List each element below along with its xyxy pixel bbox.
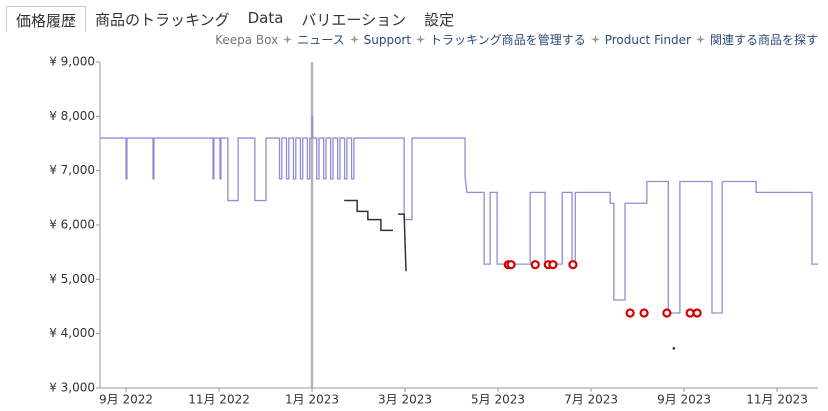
tab-bar: 価格履歴 商品のトラッキング Data バリエーション 設定 (6, 6, 463, 32)
separator (349, 35, 359, 44)
y-tick-label: ¥ 6,000 (49, 218, 95, 232)
price-point (530, 260, 540, 270)
separator (283, 35, 293, 44)
x-tick-label: 9月 2023 (657, 393, 711, 407)
x-tick-label: 5月 2023 (471, 393, 525, 407)
y-tick-label: ¥ 4,000 (49, 326, 95, 340)
price-line (344, 199, 407, 272)
tab[interactable]: Data (247, 9, 284, 27)
link[interactable]: Product Finder (604, 32, 691, 47)
price-point (506, 260, 516, 270)
price-point (639, 308, 649, 318)
tab[interactable]: バリエーション (301, 11, 407, 29)
link-bar: Keepa Box ニュース Support トラッキング商品を管理する Product… (215, 31, 818, 48)
separator (590, 35, 600, 44)
x-tick-label: 11月 2023 (746, 393, 808, 407)
price-point (548, 260, 558, 270)
link[interactable]: 関連する商品を探す (709, 33, 818, 47)
tab[interactable]: 価格履歴 (6, 6, 87, 32)
tab[interactable]: 商品のトラッキング (95, 11, 230, 29)
link[interactable]: ニュース (297, 33, 345, 47)
x-tick-label: 7月 2023 (564, 393, 618, 407)
price-point (662, 308, 672, 318)
separator (695, 35, 705, 44)
price-line (100, 115, 818, 314)
link[interactable]: Keepa Box (215, 32, 279, 47)
link[interactable]: トラッキング商品を管理する (430, 33, 586, 47)
y-tick-label: ¥ 9,000 (49, 55, 95, 69)
x-tick-label: 9月 2022 (99, 393, 153, 407)
link[interactable]: Support (363, 32, 412, 47)
price-point (692, 308, 702, 318)
y-tick-label: ¥ 8,000 (49, 109, 95, 123)
y-tick-label: ¥ 3,000 (49, 381, 95, 395)
y-tick-label: ¥ 5,000 (49, 272, 95, 286)
x-tick-label: 1月 2023 (285, 393, 339, 407)
tab[interactable]: 設定 (424, 11, 455, 29)
price-point (672, 347, 676, 350)
price-point (568, 260, 578, 270)
y-tick-label: ¥ 7,000 (49, 163, 95, 177)
price-point (625, 308, 635, 318)
x-tick-label: 11月 2022 (188, 393, 250, 407)
x-tick-label: 3月 2023 (378, 393, 432, 407)
separator (416, 35, 426, 44)
